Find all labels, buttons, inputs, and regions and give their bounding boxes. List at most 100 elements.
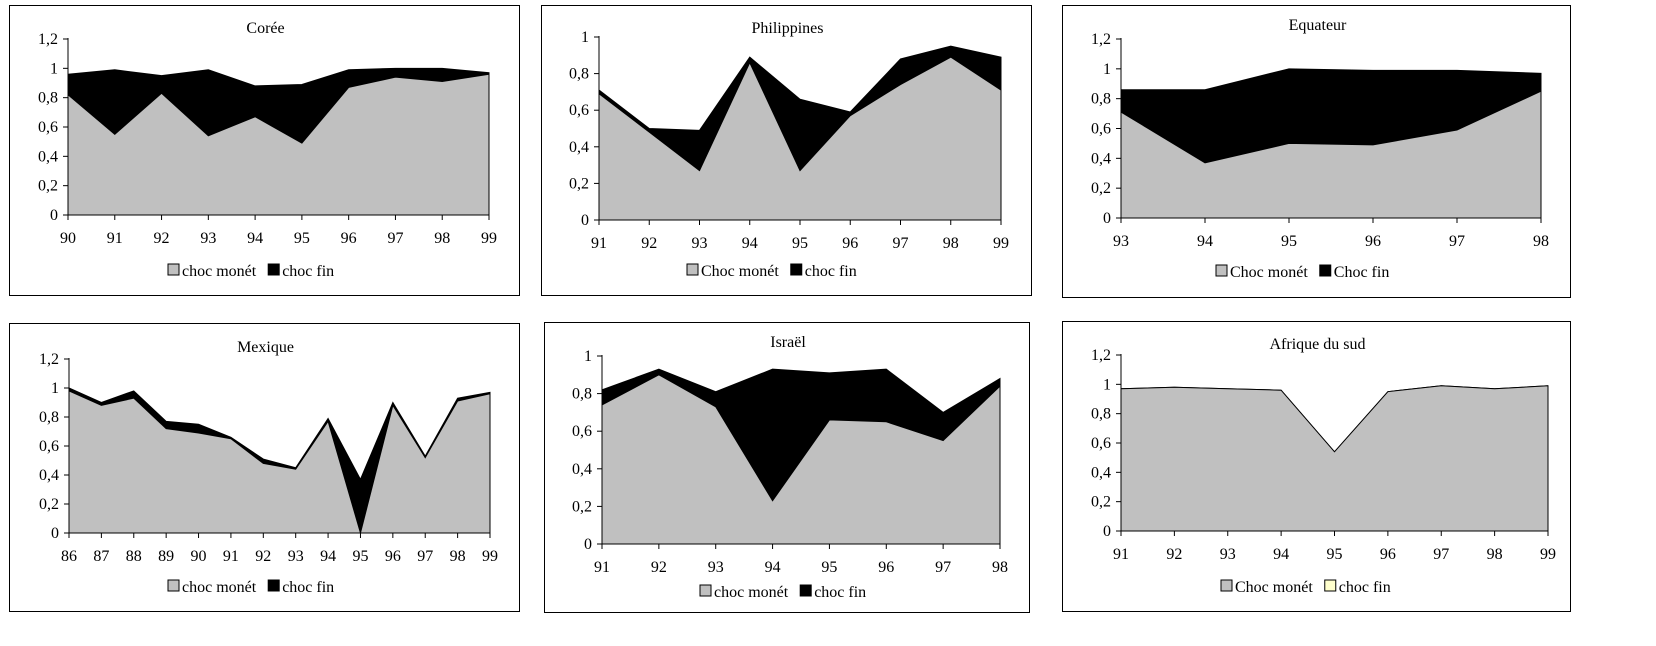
y-tick-label: 1 xyxy=(584,348,592,365)
chart-title: Equateur xyxy=(1289,17,1347,34)
chart-panel-israel: 0 0,2 0,4 0,6 0,8 1 91 92 93 94 95 96 97 98 Israël choc… xyxy=(544,322,1030,613)
y-tick-label: 0,8 xyxy=(1091,406,1111,423)
y-tick-label: 0 xyxy=(1103,210,1111,227)
x-tick-label: 96 xyxy=(878,559,894,576)
x-tick-label: 97 xyxy=(935,559,951,576)
y-tick-label: 0,6 xyxy=(572,423,592,440)
x-tick-label: 91 xyxy=(107,230,123,247)
x-tick-label: 94 xyxy=(247,230,263,247)
y-tick-label: 0,4 xyxy=(39,467,59,484)
legend-label: Choc monét xyxy=(1230,264,1308,281)
x-tick-label: 96 xyxy=(1365,233,1381,250)
y-tick-label: 0,8 xyxy=(39,409,59,426)
y-tick-label: 0,8 xyxy=(569,66,589,83)
x-tick-label: 95 xyxy=(792,235,808,252)
y-tick-label: 0,4 xyxy=(572,461,592,478)
chart-title: Philippines xyxy=(751,20,823,37)
x-tick-label: 91 xyxy=(591,235,607,252)
x-tick-label: 94 xyxy=(320,548,336,565)
chart-title: Corée xyxy=(246,20,284,37)
x-tick-label: 99 xyxy=(482,548,498,565)
y-tick-label: 0,4 xyxy=(1091,150,1111,167)
x-tick-label: 92 xyxy=(154,230,170,247)
x-tick-label: 90 xyxy=(191,548,207,565)
x-tick-label: 93 xyxy=(288,548,304,565)
y-tick-label: 0,6 xyxy=(569,102,589,119)
x-tick-label: 98 xyxy=(1487,546,1503,563)
y-tick-label: 0 xyxy=(1103,523,1111,540)
legend-swatch xyxy=(686,263,699,276)
y-tick-label: 1 xyxy=(50,60,58,77)
x-tick-label: 94 xyxy=(1273,546,1289,563)
chart-panel-coree: 0 0,2 0,4 0,6 0,8 1 1,2 90 91 92 93 94 95 96 97 98 99 Cor… xyxy=(9,5,520,296)
series-area-choc-monét xyxy=(598,56,1002,221)
legend-swatch xyxy=(167,579,180,592)
y-tick-label: 0,6 xyxy=(1091,121,1111,138)
x-tick-label: 95 xyxy=(352,548,368,565)
legend-label: choc fin xyxy=(814,584,866,601)
y-tick-label: 0,6 xyxy=(38,119,58,136)
legend-swatch xyxy=(1324,579,1337,592)
x-tick-label: 92 xyxy=(255,548,271,565)
x-tick-label: 86 xyxy=(61,548,77,565)
x-tick-label: 92 xyxy=(1166,546,1182,563)
legend-swatch xyxy=(267,263,280,276)
x-tick-label: 95 xyxy=(821,559,837,576)
y-tick-label: 0,2 xyxy=(569,175,589,192)
chart-afrique-du-sud: 0 0,2 0,4 0,6 0,8 1 1,2 91 92 93 94 95 96 97 98 99 Afriq… xyxy=(1091,336,1556,596)
chart-mexique: 0 0,2 0,4 0,6 0,8 1 1,2 86 87 88 89 90 91 92 93 94 95 96 9… xyxy=(39,339,498,596)
y-tick-label: 0,8 xyxy=(1091,91,1111,108)
y-tick-label: 1 xyxy=(581,29,589,46)
y-tick-label: 0,8 xyxy=(38,90,58,107)
x-tick-label: 93 xyxy=(692,235,708,252)
chart-panel-equateur: 0 0,2 0,4 0,6 0,8 1 1,2 93 94 95 96 97 98 Equateur Cho… xyxy=(1062,5,1571,298)
legend-label: Choc monét xyxy=(701,263,779,280)
legend-label: choc fin xyxy=(282,263,334,280)
x-tick-label: 95 xyxy=(294,230,310,247)
legend-label: choc fin xyxy=(282,579,334,596)
x-tick-label: 96 xyxy=(385,548,401,565)
legend-label: choc fin xyxy=(1339,579,1391,596)
x-tick-label: 96 xyxy=(341,230,357,247)
chart-equateur: 0 0,2 0,4 0,6 0,8 1 1,2 93 94 95 96 97 98 Equateur Cho… xyxy=(1091,17,1549,281)
legend-swatch xyxy=(1215,264,1228,277)
x-tick-label: 99 xyxy=(993,235,1009,252)
legend-label: Choc monét xyxy=(1235,579,1313,596)
x-tick-label: 87 xyxy=(93,548,109,565)
y-tick-label: 0,2 xyxy=(38,178,58,195)
chart-title: Afrique du sud xyxy=(1270,336,1366,353)
y-tick-label: 0 xyxy=(51,525,59,542)
x-tick-label: 95 xyxy=(1327,546,1343,563)
x-tick-label: 94 xyxy=(1197,233,1213,250)
y-tick-label: 0,2 xyxy=(572,498,592,515)
x-tick-label: 97 xyxy=(893,235,909,252)
chart-panel-mexique: 0 0,2 0,4 0,6 0,8 1 1,2 86 87 88 89 90 91 92 93 94 95 96 9… xyxy=(9,323,520,612)
x-tick-label: 97 xyxy=(1433,546,1449,563)
chart-panel-afrique-du-sud: 0 0,2 0,4 0,6 0,8 1 1,2 91 92 93 94 95 96 97 98 99 Afriq… xyxy=(1062,321,1571,612)
x-tick-label: 94 xyxy=(765,559,781,576)
x-tick-label: 98 xyxy=(1533,233,1549,250)
series-area-choc-monét xyxy=(68,390,491,535)
chart-title: Israël xyxy=(770,334,806,351)
y-tick-label: 1,2 xyxy=(38,31,58,48)
x-tick-label: 96 xyxy=(1380,546,1396,563)
y-tick-label: 0,8 xyxy=(572,386,592,403)
x-tick-label: 88 xyxy=(126,548,142,565)
x-tick-label: 92 xyxy=(641,235,657,252)
x-tick-label: 93 xyxy=(708,559,724,576)
x-tick-label: 97 xyxy=(417,548,433,565)
legend-swatch xyxy=(799,584,812,597)
x-tick-label: 93 xyxy=(1113,233,1129,250)
x-tick-label: 95 xyxy=(1281,233,1297,250)
series-area-choc-monét xyxy=(1120,385,1549,532)
x-tick-label: 99 xyxy=(481,230,497,247)
legend-label: choc monét xyxy=(182,263,257,280)
legend-swatch xyxy=(790,263,803,276)
x-tick-label: 91 xyxy=(594,559,610,576)
y-tick-label: 0,2 xyxy=(1091,494,1111,511)
y-tick-label: 0,2 xyxy=(39,496,59,513)
x-tick-label: 91 xyxy=(223,548,239,565)
series-area-choc-monét xyxy=(1120,90,1542,219)
legend-label: Choc fin xyxy=(1334,264,1390,281)
y-tick-label: 0 xyxy=(581,212,589,229)
